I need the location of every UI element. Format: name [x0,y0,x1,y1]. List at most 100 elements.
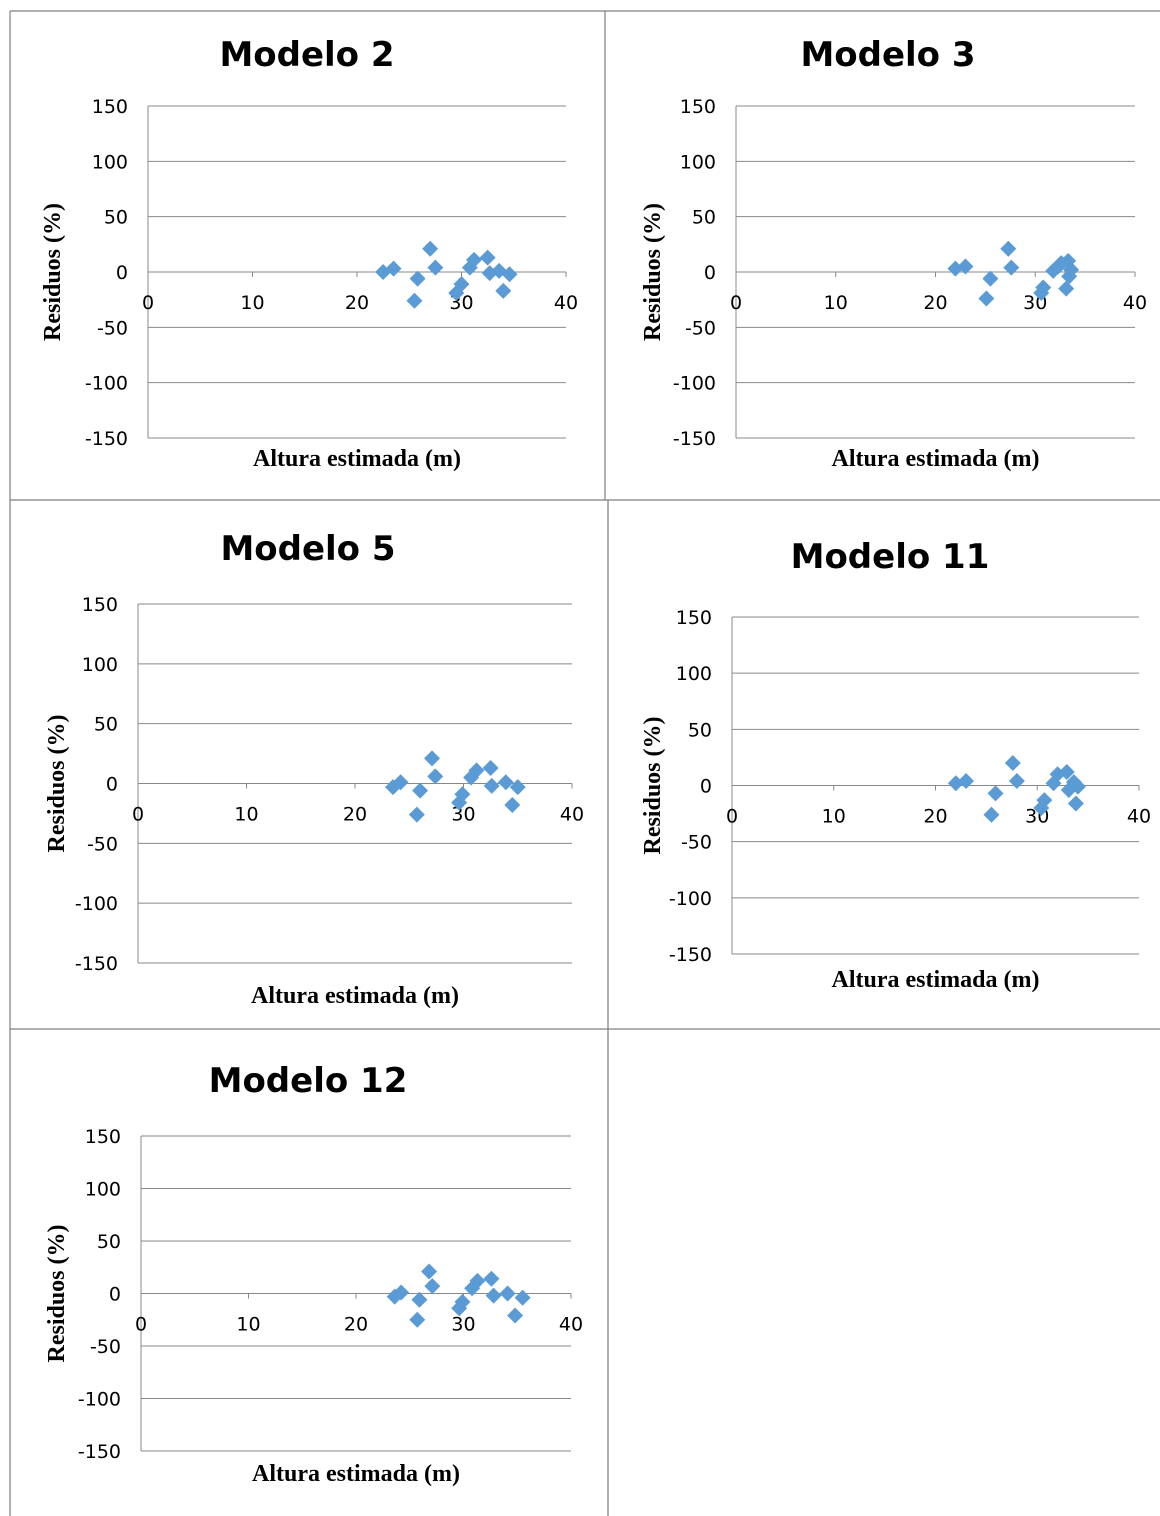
y-tick-label: 0 [704,262,716,284]
y-tick-label: 100 [92,151,128,173]
y-tick-label: 150 [82,594,118,616]
data-point [469,1272,486,1289]
x-tick-label: 10 [822,806,846,828]
y-tick-label: -150 [78,1441,121,1463]
x-tick-label: 10 [236,1314,260,1336]
x-tick-label: 40 [1127,806,1151,828]
y-tick-label: -150 [673,428,716,450]
y-tick-label: -50 [87,833,118,855]
x-axis-title: Altura estimada (m) [251,983,459,1009]
x-tick-label: 0 [730,292,742,314]
data-point [1003,259,1020,276]
data-point [1069,778,1086,795]
data-point [406,292,423,309]
x-tick-label: 20 [923,292,947,314]
data-point [507,1307,524,1324]
data-point [424,1278,441,1295]
data-point [408,806,425,823]
x-tick-label: 40 [554,292,578,314]
y-tick-label: -100 [78,1389,121,1411]
data-point [468,762,485,779]
x-tick-label: 40 [560,804,584,826]
data-point [482,759,499,776]
data-point [393,1284,410,1301]
y-tick-label: 150 [92,96,128,118]
data-point [1035,279,1052,296]
data-point [1067,795,1084,812]
data-point [412,782,429,799]
y-tick-label: 100 [676,663,712,685]
y-tick-label: 50 [97,1231,121,1253]
data-point [483,1270,500,1287]
y-axis-title: Residuos (%) [44,1224,70,1362]
x-axis-title: Altura estimada (m) [832,446,1040,472]
y-axis-title: Residuos (%) [640,203,666,341]
y-tick-label: 50 [104,207,128,229]
data-point [958,773,975,790]
data-point [509,779,526,796]
chart-title: Modelo 11 [791,537,990,577]
data-point [982,270,999,287]
y-tick-label: 100 [82,654,118,676]
data-point [424,750,441,767]
y-axis-title: Residuos (%) [40,203,66,341]
y-axis-title: Residuos (%) [640,716,666,854]
x-tick-label: 0 [726,806,738,828]
y-tick-label: 0 [106,774,118,796]
x-tick-label: 0 [132,804,144,826]
data-point [409,270,426,287]
chart-title: Modelo 2 [219,35,394,75]
y-tick-label: 0 [109,1284,121,1306]
data-point [1004,755,1021,772]
y-tick-label: 50 [94,714,118,736]
data-point [427,768,444,785]
data-point [983,806,1000,823]
x-tick-label: 20 [345,292,369,314]
data-point [495,282,512,299]
y-tick-label: 50 [692,207,716,229]
y-tick-label: 0 [700,776,712,798]
data-point [392,774,409,791]
y-tick-label: -150 [669,944,712,966]
y-tick-label: 0 [116,262,128,284]
data-point [1058,280,1075,297]
x-axis-title: Altura estimada (m) [832,967,1040,993]
data-point [957,258,974,275]
chart-panel-3: Modelo 5 150 100 50 0 -50 -100 -150 0 10 20 30 40 Alt… [44,529,584,1009]
x-tick-label: 40 [559,1314,583,1336]
data-point [466,251,483,268]
y-tick-label: -50 [97,317,128,339]
data-point [504,797,521,814]
x-tick-label: 30 [451,1314,475,1336]
chart-panel-5: Modelo 12 150 100 50 0 -50 -100 -150 0 10 20 30 40 Al… [44,1061,583,1487]
y-tick-label: -100 [85,373,128,395]
data-point [483,777,500,794]
x-axis-title: Altura estimada (m) [253,446,461,472]
data-point [1008,773,1025,790]
data-point [1000,240,1017,257]
y-tick-label: -50 [681,832,712,854]
y-tick-label: -100 [673,373,716,395]
data-point [454,1293,471,1310]
chart-title: Modelo 12 [209,1061,408,1101]
y-tick-label: -50 [90,1336,121,1358]
data-point [422,240,439,257]
chart-title: Modelo 3 [800,35,975,75]
data-point [514,1289,531,1306]
y-tick-label: 50 [688,719,712,741]
y-tick-label: 100 [85,1179,121,1201]
x-tick-label: 40 [1123,292,1147,314]
chart-title: Modelo 5 [220,529,395,569]
x-tick-label: 20 [343,804,367,826]
data-point [454,786,471,803]
x-tick-label: 20 [344,1314,368,1336]
data-point [427,259,444,276]
x-tick-label: 0 [142,292,154,314]
y-tick-label: -150 [75,953,118,975]
x-tick-label: 20 [923,806,947,828]
data-point [1063,261,1080,278]
x-tick-label: 10 [824,292,848,314]
y-tick-label: 150 [85,1126,121,1148]
